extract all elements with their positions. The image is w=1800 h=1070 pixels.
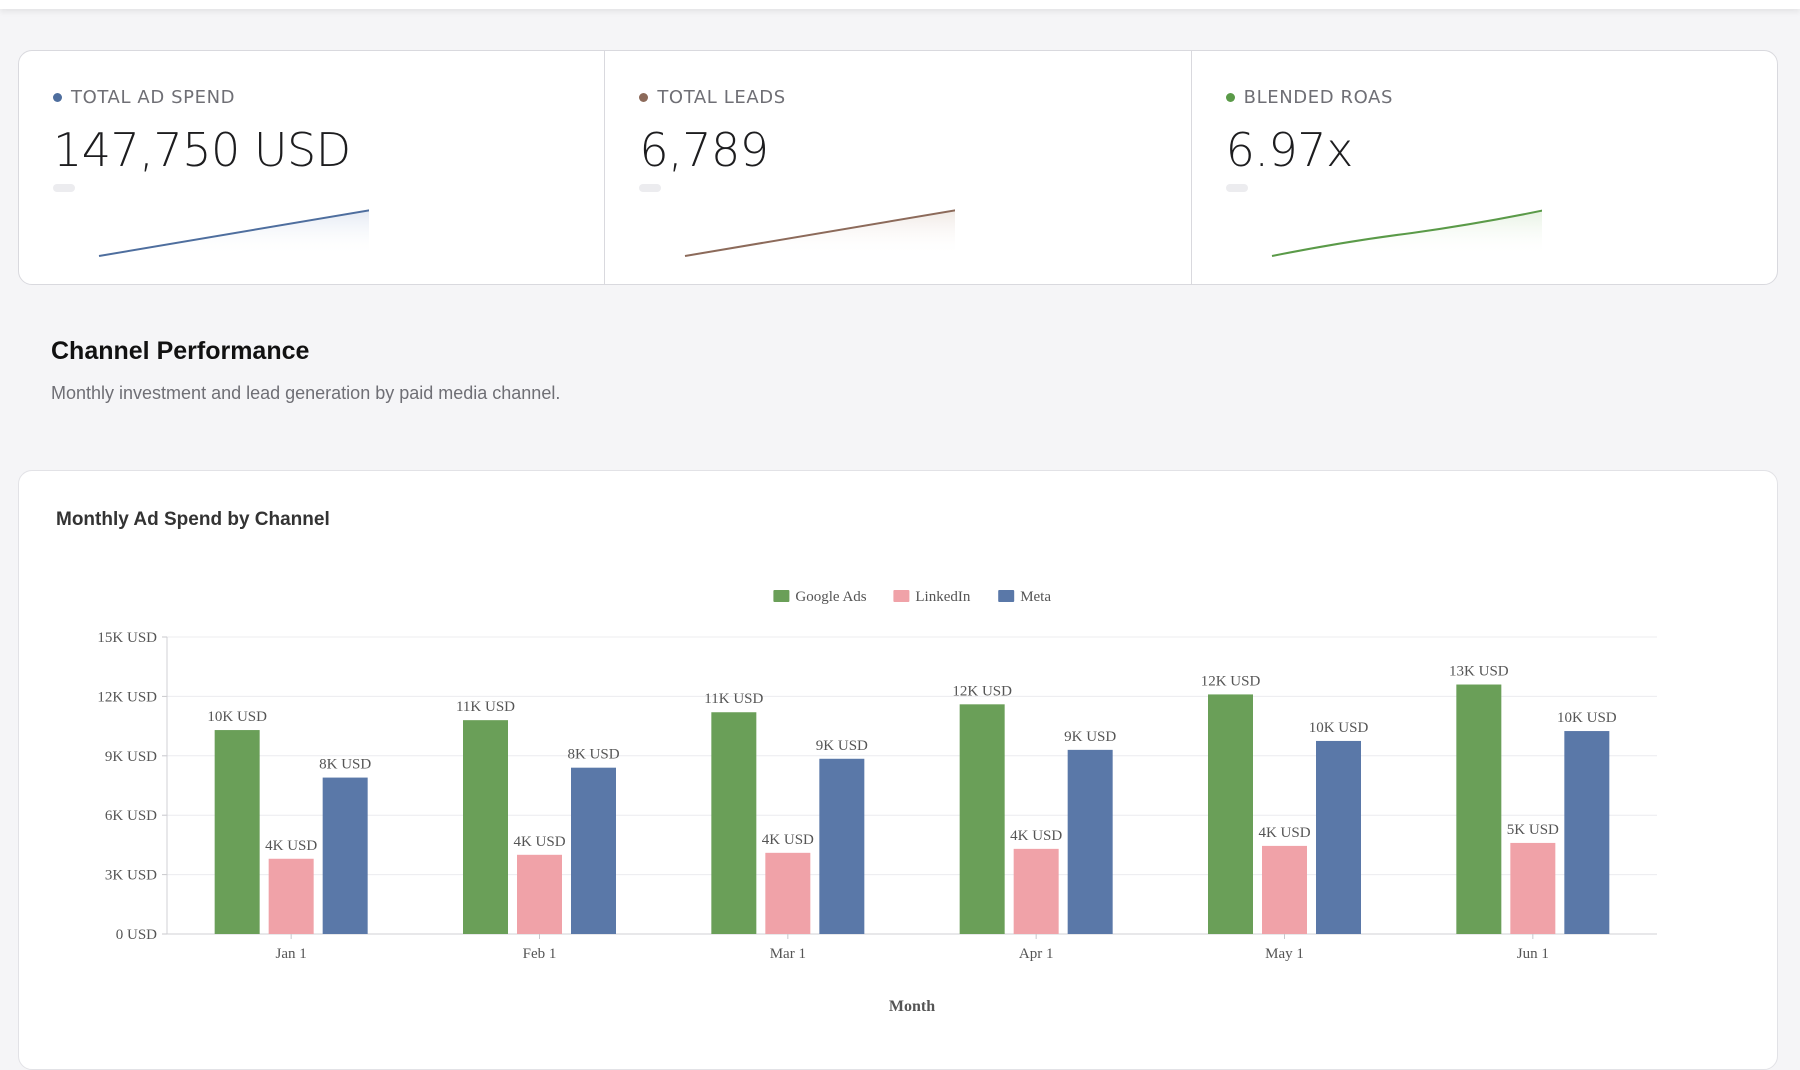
bar-meta	[1067, 749, 1113, 934]
kpi-row: TOTAL AD SPEND 147,750 USD TOTAL LEADS 6…	[18, 50, 1778, 285]
kpi-sparkline	[685, 209, 956, 257]
legend-label: LinkedIn	[915, 589, 970, 605]
sparkline-line	[1271, 209, 1542, 257]
y-tick-label: 12K USD	[97, 689, 157, 705]
legend-label: Meta	[1020, 589, 1051, 605]
x-axis-title: Month	[889, 998, 935, 1015]
data-label: 4K USD	[513, 834, 565, 850]
kpi-dot-icon	[639, 93, 649, 102]
section-subtitle: Monthly investment and lead generation b…	[51, 383, 561, 403]
bar-linkedin	[268, 858, 314, 934]
bar-linkedin	[765, 852, 811, 934]
kpi-label: TOTAL AD SPEND	[53, 87, 235, 108]
legend-label: Google Ads	[795, 589, 866, 605]
bar-google-ads	[711, 712, 757, 934]
data-label: 10K USD	[207, 709, 267, 725]
chart-card: Monthly Ad Spend by Channel 0 USD 3K USD 6…	[18, 470, 1778, 1070]
sparkline-line	[98, 209, 369, 257]
data-label: 11K USD	[704, 691, 763, 707]
kpi-card-total-leads: TOTAL LEADS 6,789	[605, 51, 1192, 284]
data-label: 5K USD	[1507, 822, 1559, 838]
data-label: 11K USD	[456, 699, 515, 715]
bar-chart: 0 USD 3K USD 6K USD 9K USD 12K USD 15K USD 10K…	[97, 589, 1657, 1015]
kpi-card-total-ad-spend: TOTAL AD SPEND 147,750 USD	[19, 51, 606, 284]
bar-meta	[1564, 731, 1610, 934]
kpi-value: 6.97x	[1225, 123, 1354, 177]
bar-linkedin	[1013, 848, 1059, 934]
data-label: 12K USD	[1201, 673, 1261, 689]
top-bar	[0, 0, 1800, 9]
bar-linkedin	[1262, 845, 1307, 934]
data-label: 9K USD	[1064, 729, 1116, 745]
bar-meta	[322, 777, 368, 934]
x-tick-label: May 1	[1265, 946, 1304, 962]
x-tick-label: Feb 1	[523, 946, 557, 962]
x-tick-label: Jun 1	[1517, 946, 1549, 962]
kpi-label-text: TOTAL AD SPEND	[71, 87, 236, 108]
kpi-trend-pill	[1225, 184, 1248, 192]
y-tick-label: 15K USD	[97, 630, 157, 646]
kpi-dot-icon	[1225, 93, 1235, 102]
bar-google-ads	[959, 704, 1005, 934]
legend-swatch	[893, 590, 910, 602]
legend-swatch	[773, 590, 790, 602]
chart-title: Monthly Ad Spend by Channel	[56, 509, 330, 530]
kpi-trend-pill	[53, 184, 75, 192]
bar-google-ads	[463, 720, 508, 934]
bar-meta	[1316, 740, 1361, 934]
bar-google-ads	[214, 730, 260, 934]
data-label: 4K USD	[1258, 825, 1310, 841]
kpi-label: BLENDED ROAS	[1225, 87, 1393, 108]
data-label: 8K USD	[567, 747, 619, 763]
kpi-value: 147,750 USD	[53, 123, 351, 177]
data-label: 10K USD	[1557, 710, 1617, 726]
sparkline-line	[685, 209, 956, 257]
data-label: 4K USD	[762, 832, 814, 848]
data-label: 4K USD	[1010, 828, 1062, 844]
y-tick-label: 3K USD	[105, 868, 157, 884]
kpi-value: 6,789	[639, 123, 769, 177]
y-tick-label: 9K USD	[105, 749, 157, 765]
x-tick-label: Apr 1	[1019, 946, 1054, 962]
kpi-label: TOTAL LEADS	[639, 87, 785, 108]
bar-linkedin	[1510, 842, 1556, 934]
kpi-label-text: BLENDED ROAS	[1243, 87, 1393, 108]
data-label: 9K USD	[816, 738, 868, 754]
data-label: 10K USD	[1309, 720, 1369, 736]
kpi-dot-icon	[53, 93, 62, 102]
kpi-card-blended-roas: BLENDED ROAS 6.97x	[1192, 51, 1777, 284]
kpi-label-text: TOTAL LEADS	[657, 87, 786, 108]
bar-google-ads	[1456, 684, 1502, 934]
kpi-sparkline	[98, 209, 369, 257]
data-label: 13K USD	[1449, 664, 1509, 680]
data-label: 12K USD	[952, 683, 1012, 699]
bar-linkedin	[517, 854, 562, 934]
y-tick-label: 6K USD	[105, 808, 157, 824]
bar-meta	[819, 758, 865, 934]
bar-google-ads	[1208, 694, 1253, 934]
kpi-sparkline	[1271, 209, 1542, 257]
x-tick-label: Jan 1	[276, 946, 307, 962]
sparkline-area	[1271, 210, 1542, 256]
data-label: 8K USD	[319, 757, 371, 773]
x-tick-label: Mar 1	[770, 946, 806, 962]
bar-meta	[571, 767, 616, 934]
kpi-trend-pill	[639, 184, 662, 192]
data-label: 4K USD	[265, 838, 317, 854]
legend-swatch	[998, 590, 1015, 602]
section-title: Channel Performance	[51, 337, 310, 365]
y-tick-label: 0 USD	[116, 927, 157, 943]
